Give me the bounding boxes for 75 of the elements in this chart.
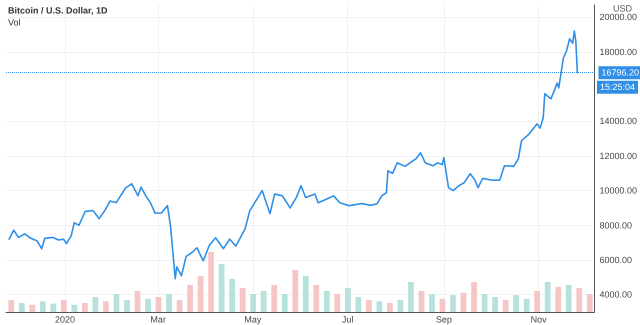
- bar: [218, 264, 225, 312]
- x-tick-label: Jul: [342, 314, 354, 324]
- bar: [29, 304, 36, 312]
- bar: [471, 282, 477, 312]
- bar: [250, 294, 256, 312]
- bar: [124, 300, 130, 312]
- bar: [586, 294, 593, 312]
- y-tick-label: 6000.00: [599, 254, 632, 265]
- annotation: Vol: [8, 18, 21, 28]
- y-axis-title: USD: [613, 4, 632, 14]
- bar: [134, 291, 140, 312]
- bar: [534, 291, 540, 312]
- bar: [429, 294, 435, 312]
- y-tick-label: 20000.00: [599, 12, 638, 22]
- bar: [398, 300, 404, 312]
- bar: [18, 303, 25, 312]
- bar: [502, 300, 508, 312]
- ref-line-label: 16796.20: [601, 68, 640, 78]
- bar: [324, 291, 330, 312]
- bar: [145, 298, 151, 312]
- y-tick-label: 8000.00: [599, 220, 632, 230]
- bar: [240, 288, 246, 312]
- bar: [366, 300, 372, 312]
- bar: [71, 304, 78, 312]
- bar: [418, 291, 424, 312]
- bar: [387, 303, 393, 312]
- bar: [92, 297, 98, 312]
- bar: [376, 301, 382, 312]
- x-tick-label: Mar: [150, 314, 166, 324]
- bar: [492, 297, 498, 312]
- bar: [313, 285, 320, 312]
- bar: [8, 300, 14, 312]
- bar: [271, 285, 278, 312]
- bar: [482, 294, 488, 312]
- bar: [114, 294, 120, 312]
- bar: [198, 276, 204, 312]
- bar: [156, 297, 162, 312]
- bar: [460, 292, 466, 312]
- bar: [260, 291, 267, 312]
- bar: [50, 304, 56, 312]
- y-tick-label: 14000.00: [599, 116, 638, 126]
- bar: [292, 270, 298, 312]
- bar: [229, 279, 236, 312]
- bar: [440, 298, 446, 312]
- bar: [103, 301, 109, 312]
- x-tick-label: 2020: [54, 314, 76, 324]
- bar: [187, 285, 193, 312]
- bar: [82, 303, 88, 312]
- bar: [576, 288, 582, 312]
- bar: [166, 294, 172, 312]
- bar: [355, 297, 362, 312]
- bar: [334, 294, 340, 312]
- bar: [544, 282, 551, 312]
- x-tick-label: May: [244, 314, 262, 324]
- bar: [282, 294, 288, 312]
- bar: [176, 300, 182, 312]
- bar: [450, 295, 456, 312]
- y-tick-label: 18000.00: [599, 46, 638, 57]
- bar: [60, 300, 67, 312]
- chart-title: Bitcoin / U.S. Dollar, 1D: [8, 6, 108, 16]
- bar: [40, 301, 46, 312]
- bar: [408, 282, 414, 312]
- bar: [524, 298, 530, 312]
- bar: [344, 288, 351, 312]
- y-tick-label: 4000.00: [599, 290, 632, 300]
- bar: [302, 276, 309, 312]
- y-tick-label: 12000.00: [599, 150, 638, 161]
- bar: [208, 252, 214, 312]
- x-tick-label: Nov: [530, 314, 548, 324]
- x-tick-label: Sep: [436, 314, 452, 324]
- y-tick-label: 10000.00: [599, 186, 638, 196]
- bar: [566, 285, 572, 312]
- bar: [513, 295, 520, 312]
- text: 15:25:04: [600, 82, 636, 92]
- bar: [555, 286, 562, 312]
